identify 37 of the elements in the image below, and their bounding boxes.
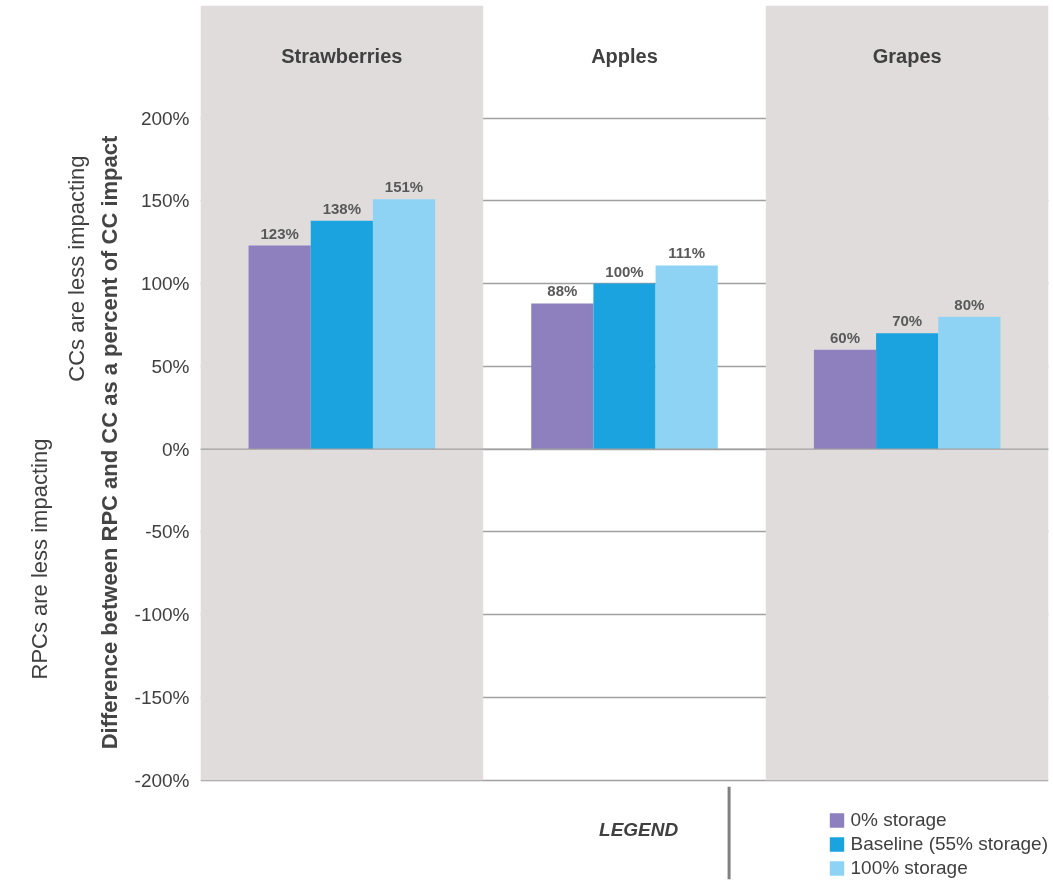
x-tick-label: Apples <box>591 45 658 68</box>
legend-label: Baseline (55% storage) <box>850 833 1048 855</box>
bar <box>876 333 939 450</box>
x-tick-label: Grapes <box>872 45 942 68</box>
y-tick-label: 200% <box>140 107 190 129</box>
data-label: 60% <box>829 328 860 346</box>
y-tick-label: 150% <box>140 190 190 212</box>
y-tick-label: -100% <box>134 604 190 626</box>
bar <box>938 316 1001 450</box>
y-tick-label: -200% <box>134 769 190 791</box>
bar <box>813 349 877 450</box>
data-label: 70% <box>892 312 923 330</box>
data-label: 88% <box>547 282 578 300</box>
y-tick-label: -50% <box>145 521 190 543</box>
data-label: 123% <box>260 224 299 242</box>
y-tick-label: 0% <box>162 438 190 460</box>
bar <box>372 199 436 450</box>
text: CCs are less impacting <box>63 155 89 382</box>
bar <box>593 283 656 450</box>
y-tick-label: 100% <box>140 273 190 295</box>
data-label: 111% <box>668 244 706 262</box>
data-label: 151% <box>384 178 424 196</box>
bar <box>531 303 594 450</box>
text: RPCs are less impacting <box>26 438 52 680</box>
y-axis-title: Difference between RPC and CC as a percent of CC impact <box>96 134 122 750</box>
legend-label: 0% storage <box>850 809 947 831</box>
bar <box>310 220 373 450</box>
y-tick-label: 50% <box>151 355 190 377</box>
y-tick-label: -150% <box>134 686 190 708</box>
legend-label: 100% storage <box>850 857 968 879</box>
data-label: 138% <box>322 199 362 217</box>
data-label: 100% <box>605 262 644 280</box>
x-tick-label: Strawberries <box>281 45 403 68</box>
bar <box>248 245 311 450</box>
bar <box>655 265 718 450</box>
legend-title: LEGEND <box>599 819 679 841</box>
data-label: 80% <box>954 295 985 313</box>
